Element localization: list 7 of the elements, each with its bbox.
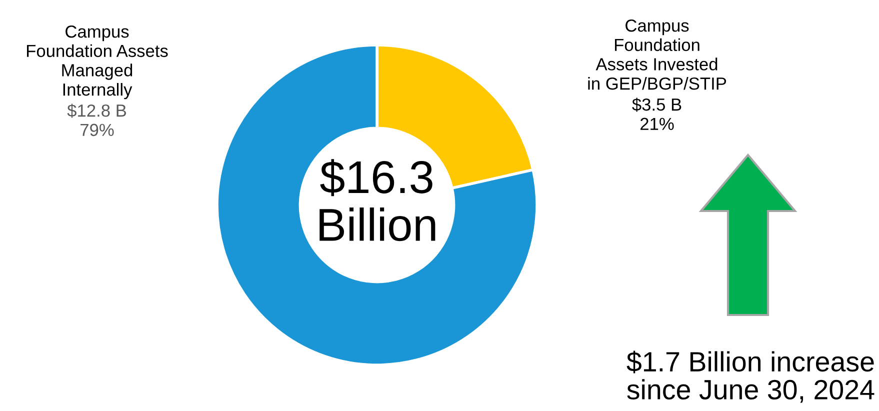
slice-label: Campus Foundation Assets Managed Internally <box>27 25 168 100</box>
text: $16.3 Billion <box>320 159 436 242</box>
donut-slice <box>216 44 538 366</box>
data-label: $3.5 B 21% <box>632 98 682 130</box>
slice-label: Campus Foundation Assets Invested in GEP/BGP/STIP <box>588 19 726 90</box>
text: $1.7 Billion increase since June 30, 2024 <box>626 350 874 403</box>
data-label: $12.8 B 79% <box>67 104 126 136</box>
